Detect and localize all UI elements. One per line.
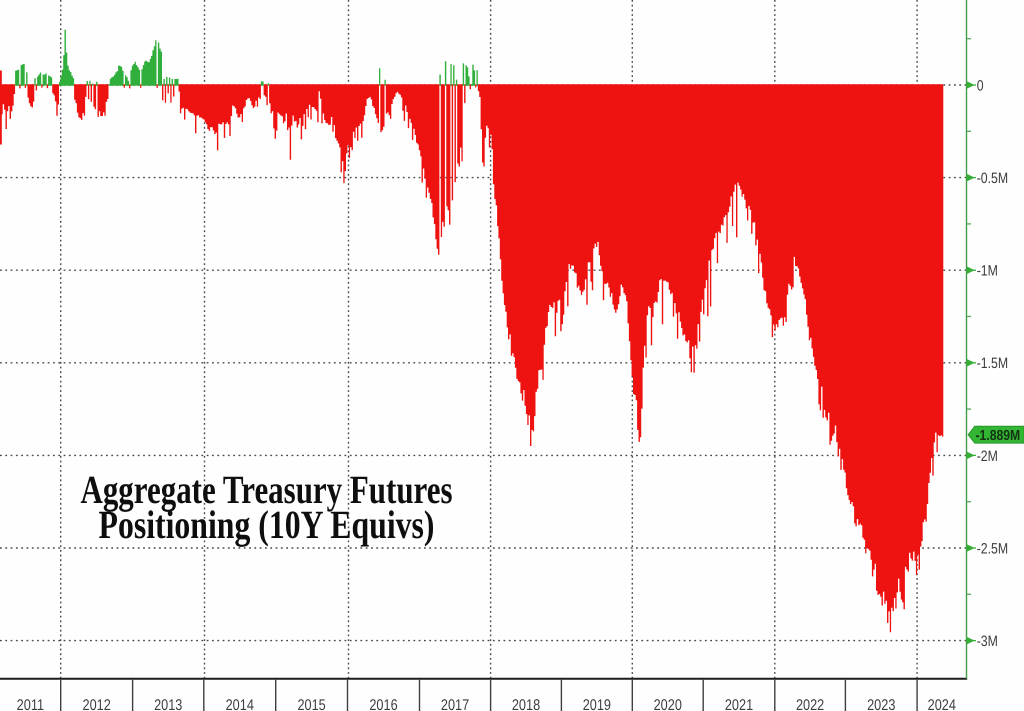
svg-text:2013: 2013 [154,697,182,711]
svg-text:-1M: -1M [977,263,998,280]
svg-text:2015: 2015 [297,697,325,711]
svg-text:-3M: -3M [977,633,998,650]
svg-text:2023: 2023 [867,697,895,711]
svg-text:Positioning (10Y Equivs): Positioning (10Y Equivs) [99,502,435,547]
svg-text:2017: 2017 [441,697,469,711]
svg-text:2021: 2021 [725,697,753,711]
svg-text:-1.889M: -1.889M [976,428,1021,444]
svg-text:2018: 2018 [512,697,540,711]
svg-text:2012: 2012 [83,697,111,711]
svg-text:2020: 2020 [654,697,683,711]
svg-text:2019: 2019 [583,697,611,711]
svg-text:-2M: -2M [977,448,998,465]
svg-text:2016: 2016 [369,697,397,711]
svg-text:-0.5M: -0.5M [977,170,1008,187]
svg-text:2014: 2014 [226,697,255,711]
svg-text:-2.5M: -2.5M [977,540,1008,557]
svg-text:0: 0 [977,77,984,94]
svg-text:2022: 2022 [796,697,824,711]
svg-text:2011: 2011 [17,697,44,711]
svg-text:Aggregate Treasury Futures: Aggregate Treasury Futures [80,467,452,512]
svg-text:-1.5M: -1.5M [977,355,1008,372]
svg-text:2024: 2024 [928,697,957,711]
